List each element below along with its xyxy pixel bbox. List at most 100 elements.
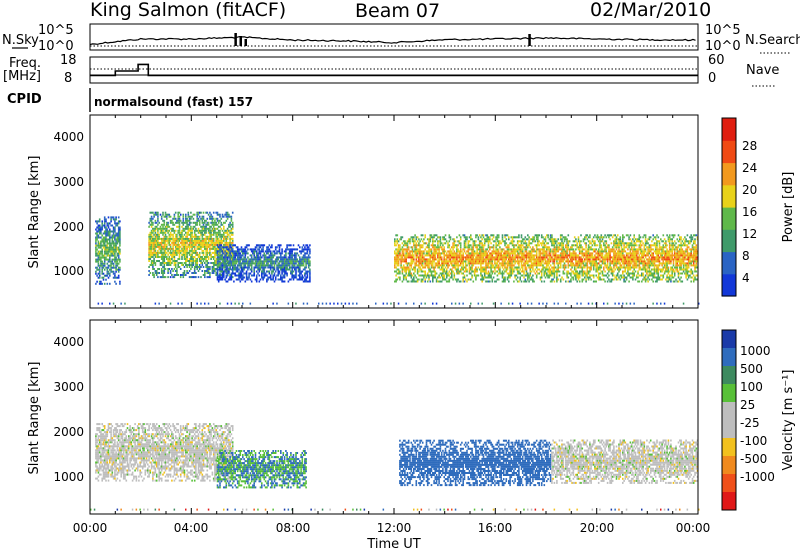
scatter-cell bbox=[150, 235, 153, 238]
scatter-cell bbox=[162, 239, 164, 242]
scatter-cell bbox=[166, 256, 168, 258]
scatter-cell bbox=[177, 213, 179, 216]
scatter-cell bbox=[169, 262, 172, 264]
scatter-cell bbox=[97, 246, 100, 249]
scatter-cell bbox=[267, 246, 269, 249]
scatter-cell bbox=[523, 272, 525, 275]
scatter-cell bbox=[470, 234, 472, 237]
scatter-cell bbox=[185, 262, 187, 264]
scatter-cell bbox=[475, 266, 477, 269]
scatter-cell bbox=[153, 276, 155, 279]
scatter-cell bbox=[466, 268, 468, 271]
scatter-cell bbox=[109, 282, 111, 285]
scatter-cell bbox=[540, 244, 543, 247]
scatter-cell bbox=[98, 282, 101, 285]
scatter-cell bbox=[453, 272, 456, 275]
scatter-cell bbox=[186, 266, 188, 268]
scatter-cell bbox=[154, 229, 157, 232]
scatter-cell bbox=[106, 248, 109, 251]
scatter-cell bbox=[197, 243, 200, 246]
scatter-cell bbox=[459, 244, 462, 247]
power-panel: 4000 3000 2000 1000 Slant Range [km] bbox=[27, 114, 700, 309]
scatter-cell bbox=[149, 231, 152, 234]
scatter-cell bbox=[274, 262, 277, 265]
scatter-cell bbox=[183, 237, 186, 240]
scatter-cell bbox=[95, 252, 97, 255]
scatter-cell bbox=[444, 250, 447, 253]
scatter-cell bbox=[95, 246, 97, 249]
scatter-cell bbox=[253, 272, 255, 275]
scatter-cell bbox=[155, 243, 158, 246]
scatter-cell bbox=[195, 233, 197, 236]
scatter-cell bbox=[540, 280, 543, 283]
scatter-cell bbox=[160, 223, 163, 226]
scatter-cell bbox=[174, 253, 177, 256]
scatter-cell bbox=[216, 276, 219, 279]
scatter-cell bbox=[443, 276, 445, 279]
scatter-cell bbox=[152, 217, 154, 220]
scatter-cell bbox=[188, 253, 191, 256]
scatter-cell bbox=[196, 217, 198, 220]
scatter-cell bbox=[164, 253, 167, 256]
scatter-cell bbox=[416, 272, 419, 275]
scatter-cell bbox=[220, 248, 223, 251]
scatter-cell bbox=[468, 264, 471, 267]
scatter-cell bbox=[103, 246, 106, 249]
scatter-cell bbox=[97, 226, 100, 229]
scatter-cell bbox=[95, 258, 97, 261]
scatter-cell bbox=[480, 240, 482, 243]
scatter-cell bbox=[532, 246, 534, 249]
scatter-cell bbox=[114, 260, 116, 263]
scatter-cell bbox=[102, 276, 105, 279]
scatter-cell bbox=[100, 232, 102, 235]
scatter-cell bbox=[482, 248, 485, 251]
scatter-cell bbox=[220, 244, 223, 247]
scatter-cell bbox=[107, 224, 110, 227]
scatter-cell bbox=[429, 258, 432, 261]
scatter-cell bbox=[149, 247, 152, 250]
scatter-cell bbox=[148, 225, 150, 228]
scatter-cell bbox=[557, 264, 559, 267]
beam-title: Beam 07 bbox=[355, 0, 440, 22]
scatter-cell bbox=[192, 276, 195, 279]
scatter-cell bbox=[176, 245, 178, 248]
scatter-cell bbox=[475, 276, 477, 279]
freq-left-tick-low: 8 bbox=[64, 71, 72, 86]
scatter-cell bbox=[119, 280, 121, 283]
scatter-cell bbox=[185, 219, 187, 222]
scatter-cell bbox=[190, 211, 192, 214]
scatter-cell bbox=[432, 264, 434, 267]
scatter-cell bbox=[119, 244, 121, 247]
scatter-cell bbox=[173, 264, 176, 266]
noise-panel-frame bbox=[89, 23, 699, 51]
scatter-cell bbox=[155, 274, 158, 276]
scatter-cell bbox=[112, 218, 115, 221]
scatter-cell bbox=[115, 266, 117, 269]
scatter-cell bbox=[220, 217, 223, 220]
scatter-cell bbox=[471, 274, 473, 277]
scatter-cell bbox=[102, 278, 105, 281]
scatter-cell bbox=[178, 239, 181, 242]
scatter-cell bbox=[557, 278, 559, 281]
scatter-cell bbox=[542, 236, 544, 239]
scatter-cell bbox=[216, 217, 219, 220]
scatter-cell bbox=[110, 262, 112, 265]
scatter-cell bbox=[523, 276, 525, 279]
scatter-cell bbox=[107, 276, 110, 279]
scatter-cell bbox=[533, 236, 535, 239]
scatter-cell bbox=[506, 266, 509, 269]
scatter-cell bbox=[166, 262, 168, 264]
scatter-cell bbox=[212, 258, 215, 260]
scatter-cell bbox=[97, 258, 100, 261]
scatter-cell bbox=[307, 258, 310, 261]
scatter-cell bbox=[162, 247, 164, 250]
scatter-cell bbox=[186, 217, 188, 220]
scatter-cell bbox=[114, 236, 116, 239]
scatter-cell bbox=[553, 274, 556, 277]
scatter-cell bbox=[565, 264, 567, 267]
scatter-cell bbox=[98, 272, 101, 275]
scatter-cell bbox=[109, 232, 111, 235]
scatter-cell bbox=[477, 238, 480, 241]
scatter-cell bbox=[309, 256, 311, 259]
scatter-cell bbox=[416, 268, 419, 271]
